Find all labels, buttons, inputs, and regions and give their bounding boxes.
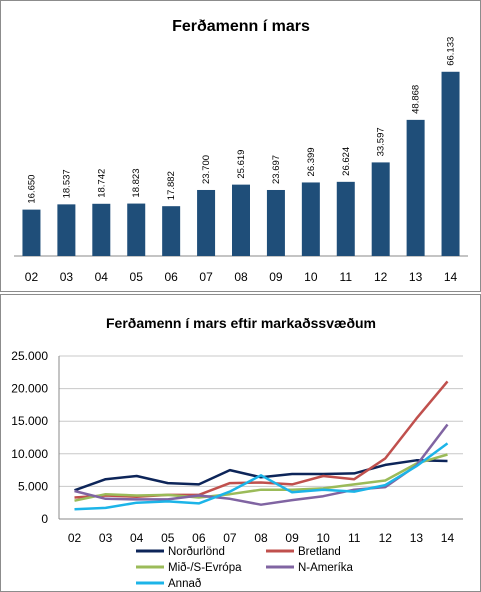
- x-tick-label: 14: [444, 270, 458, 284]
- data-label: 23.700: [201, 155, 212, 184]
- bar: [92, 203, 111, 256]
- x-tick-label: 14: [441, 531, 455, 545]
- x-tick-label: 13: [409, 270, 423, 284]
- x-tick-label: 06: [164, 270, 178, 284]
- x-tick-label: 09: [285, 531, 299, 545]
- y-tick-label: 20.000: [11, 382, 48, 396]
- series-line: [74, 423, 449, 506]
- legend-label: Norðurlönd: [168, 546, 225, 558]
- bar-chart: Ferðamenn í mars 16.650 02 18.537 03 18.742 0…: [14, 18, 468, 284]
- x-tick-label: 05: [161, 531, 175, 545]
- series-line: [74, 459, 448, 492]
- x-tick-label: 03: [99, 531, 113, 545]
- bar: [336, 181, 355, 256]
- series-line: [74, 380, 449, 499]
- data-label: 25.619: [236, 150, 247, 179]
- bar: [127, 203, 146, 256]
- bar: [441, 71, 460, 256]
- x-tick-label: 08: [234, 270, 248, 284]
- bar: [371, 162, 390, 256]
- x-tick-label: 02: [68, 531, 82, 545]
- x-tick-label: 07: [223, 531, 237, 545]
- line-chart-panel: Ferðamenn í mars eftir markaðssvæðum 0 5.…: [0, 294, 481, 592]
- x-tick-label: 03: [60, 270, 74, 284]
- bar: [57, 204, 76, 256]
- legend-label: Bretland: [298, 546, 341, 558]
- x-tick-label: 04: [95, 270, 109, 284]
- y-tick-label: 25.000: [11, 349, 48, 363]
- bar-chart-panel: Ferðamenn í mars 16.650 02 18.537 03 18.742 0…: [0, 0, 481, 292]
- bar: [301, 182, 320, 256]
- series-line: [74, 453, 448, 502]
- legend-label: N-Ameríka: [298, 562, 354, 574]
- x-tick-label: 06: [192, 531, 206, 545]
- data-label: 18.823: [131, 169, 142, 198]
- bar: [266, 189, 285, 256]
- x-tick-label: 07: [199, 270, 213, 284]
- data-label: 23.697: [271, 155, 282, 184]
- line-chart-title: Ferðamenn í mars eftir markaðssvæðum: [106, 315, 376, 331]
- x-tick-label: 13: [410, 531, 424, 545]
- bar-chart-title: Ferðamenn í mars: [172, 18, 310, 35]
- y-tick-label: 15.000: [11, 414, 48, 428]
- data-label: 33.597: [376, 127, 387, 156]
- x-tick-label: 05: [130, 270, 144, 284]
- bar: [22, 209, 41, 256]
- series-line: [74, 442, 449, 511]
- bar: [162, 206, 181, 256]
- x-tick-label: 10: [304, 270, 318, 284]
- data-label: 17.882: [166, 171, 177, 200]
- x-tick-label: 12: [379, 531, 393, 545]
- x-tick-label: 02: [25, 270, 39, 284]
- x-tick-label: 11: [348, 531, 361, 545]
- bar: [406, 119, 425, 257]
- y-tick-label: 0: [41, 512, 48, 526]
- data-label: 26.624: [341, 147, 352, 176]
- x-tick-label: 04: [130, 531, 144, 545]
- data-label: 16.650: [26, 175, 37, 204]
- x-tick-label: 12: [374, 270, 388, 284]
- bar: [232, 184, 250, 256]
- bar: [197, 189, 216, 256]
- y-tick-label: 10.000: [11, 447, 48, 461]
- data-label: 48.868: [411, 85, 422, 114]
- legend-label: Annað: [168, 578, 201, 590]
- data-label: 66.133: [446, 37, 457, 66]
- data-label: 26.399: [306, 147, 317, 176]
- legend-label: Mið-/S-Evrópa: [168, 562, 242, 574]
- x-tick-label: 10: [316, 531, 330, 545]
- y-tick-label: 5.000: [18, 479, 48, 493]
- data-label: 18.742: [96, 169, 107, 198]
- data-label: 18.537: [61, 169, 72, 198]
- x-tick-label: 11: [340, 270, 353, 284]
- line-chart: Ferðamenn í mars eftir markaðssvæðum 0 5.…: [11, 315, 463, 590]
- x-tick-label: 08: [254, 531, 268, 545]
- x-tick-label: 09: [269, 270, 283, 284]
